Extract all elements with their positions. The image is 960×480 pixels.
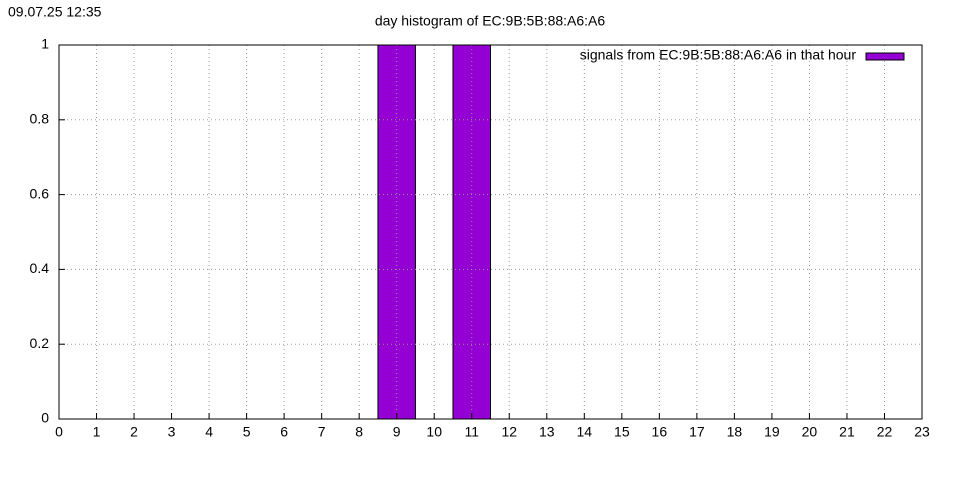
x-tick-label: 11 [464,424,479,440]
legend-label: signals from EC:9B:5B:88:A6:A6 in that h… [580,47,857,63]
x-tick-label: 8 [355,424,363,440]
bar [377,45,416,419]
x-tick-label: 21 [839,424,855,440]
x-tick-label: 14 [577,424,593,440]
x-tick-label: 19 [764,424,780,440]
chart-title: day histogram of EC:9B:5B:88:A6:A6 [375,13,606,29]
x-tick-label: 10 [426,424,442,440]
x-tick-label: 18 [727,424,743,440]
x-tick-label: 13 [539,424,555,440]
y-tick-label: 0.8 [30,111,50,127]
x-tick-label: 22 [877,424,893,440]
x-tick-label: 7 [318,424,326,440]
y-tick-label: 1 [41,36,49,52]
bar [452,45,492,419]
x-tick-label: 20 [802,424,818,440]
y-tick-label: 0.2 [30,335,50,351]
timestamp: 09.07.25 12:35 [8,4,102,20]
x-tick-label: 5 [243,424,251,440]
x-tick-label: 17 [689,424,705,440]
y-tick-label: 0.6 [30,185,50,201]
y-tick-label: 0.4 [30,260,50,276]
x-tick-label: 15 [614,424,630,440]
x-tick-label: 0 [55,424,63,440]
plot-border [58,44,923,420]
x-tick-label: 2 [130,424,138,440]
x-tick-label: 3 [168,424,176,440]
x-tick-label: 4 [205,424,213,440]
y-tick-label: 0 [41,410,49,426]
x-tick-label: 9 [393,424,401,440]
legend-swatch [865,52,905,61]
x-tick-label: 6 [280,424,288,440]
x-tick-label: 16 [652,424,668,440]
plot-area [377,45,492,419]
x-tick-label: 1 [93,424,101,440]
x-tick-label: 23 [914,424,930,440]
x-tick-label: 12 [501,424,517,440]
